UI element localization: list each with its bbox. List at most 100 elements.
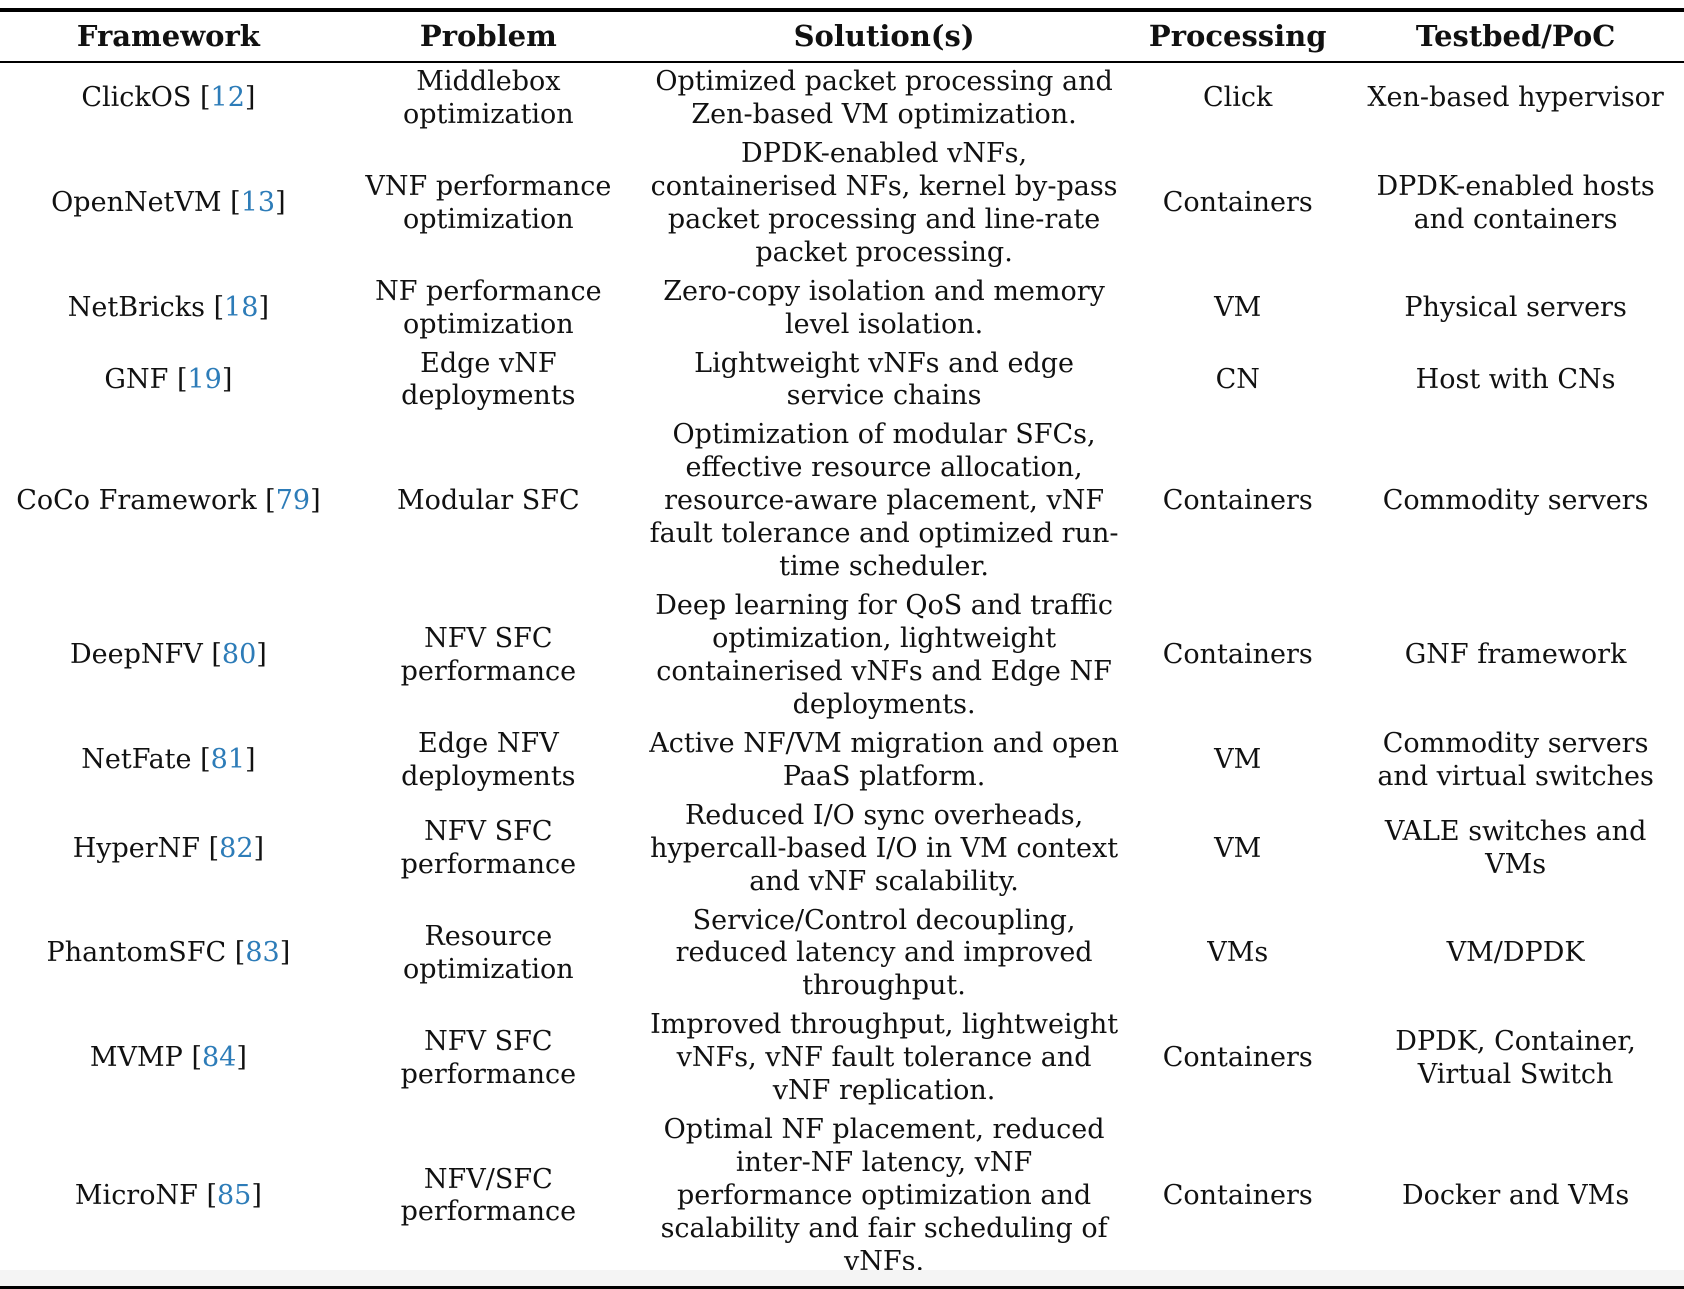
cite-open-bracket: [	[265, 485, 276, 517]
testbed-cell: GNF framework	[1404, 639, 1627, 671]
header-framework: Framework	[0, 10, 337, 63]
citation-link[interactable]: 19	[187, 363, 222, 395]
problem-cell: Middlebox optimization	[402, 66, 574, 130]
processing-cell: Containers	[1162, 485, 1313, 517]
framework-cell: CoCo Framework [79]	[0, 416, 337, 587]
processing-cell: Click	[1203, 82, 1273, 114]
solution-cell: Reduced I/O sync overheads, hypercall-ba…	[650, 799, 1119, 897]
table-row: ClickOS [12] Middlebox optimization Opti…	[0, 62, 1684, 135]
solution-cell: Lightweight vNFs and edge service chains	[694, 347, 1075, 412]
table-row: HyperNF [82] NFV SFC performance Reduced…	[0, 797, 1684, 902]
processing-cell: VM	[1214, 744, 1262, 776]
framework-name: MVMP	[89, 1042, 183, 1074]
table-row: NetFate [81] Edge NFV deployments Active…	[0, 725, 1684, 797]
cite-close-bracket: ]	[245, 744, 256, 776]
problem-cell: Resource optimization	[402, 920, 574, 985]
cite-close-bracket: ]	[310, 485, 321, 517]
problem-cell: Edge vNF deployments	[401, 347, 576, 412]
cite-open-bracket: [	[199, 82, 211, 114]
solution-cell: DPDK-enabled vNFs, containerised NFs, ke…	[650, 137, 1118, 268]
testbed-cell: DPDK-enabled hosts and containers	[1376, 170, 1655, 235]
table-row: DeepNFV [80] NFV SFC performance Deep le…	[0, 587, 1684, 725]
paper-page: Framework Problem Solution(s) Processing…	[0, 8, 1684, 1289]
testbed-cell: Docker and VMs	[1401, 1180, 1630, 1211]
framework-cell: NetBricks [18]	[0, 273, 337, 345]
cite-open-bracket: [	[234, 937, 246, 969]
frameworks-table: Framework Problem Solution(s) Processing…	[0, 8, 1684, 1289]
solution-cell: Optimal NF placement, reduced inter-NF l…	[660, 1114, 1108, 1277]
solution-cell: Service/Control decoupling, reduced late…	[675, 904, 1093, 1002]
table-row: GNF [19] Edge vNF deployments Lightweigh…	[0, 345, 1684, 417]
solution-cell: Deep learning for QoS and traffic optimi…	[655, 590, 1113, 720]
cite-open-bracket: [	[230, 187, 241, 219]
framework-cell: ClickOS [12]	[0, 62, 337, 135]
citation-link[interactable]: 84	[202, 1042, 237, 1074]
testbed-cell: DPDK, Container, Virtual Switch	[1395, 1025, 1636, 1090]
framework-name: MicroNF	[74, 1180, 198, 1211]
table-row: OpenNetVM [13] VNF performance optimizat…	[0, 135, 1684, 273]
framework-name: DeepNFV	[70, 639, 203, 671]
cite-open-bracket: [	[200, 744, 211, 776]
table-row: CoCo Framework [79] Modular SFC Optimiza…	[0, 416, 1684, 587]
cite-close-bracket: ]	[221, 363, 233, 395]
header-processing: Processing	[1128, 10, 1348, 63]
testbed-cell: Commodity servers	[1382, 485, 1649, 517]
framework-name: NetBricks	[67, 292, 205, 324]
header-testbed: Testbed/PoC	[1347, 10, 1684, 63]
framework-cell: MicroNF [85]	[0, 1111, 337, 1285]
problem-cell: NF performance optimization	[375, 275, 602, 340]
header-problem: Problem	[336, 10, 640, 63]
solution-cell: Zero-copy isolation and memory level iso…	[663, 275, 1105, 340]
cite-close-bracket: ]	[279, 937, 291, 969]
header-solutions: Solution(s)	[639, 10, 1129, 63]
citation-link[interactable]: 12	[210, 82, 245, 114]
testbed-cell: Commodity servers and virtual switches	[1377, 727, 1654, 792]
processing-cell: VM	[1214, 832, 1262, 864]
processing-cell: Containers	[1162, 1042, 1313, 1074]
testbed-cell: Host with CNs	[1415, 363, 1616, 395]
citation-link[interactable]: 83	[245, 937, 280, 969]
framework-cell: NetFate [81]	[0, 725, 337, 797]
framework-name: NetFate	[81, 744, 192, 776]
framework-name: GNF	[104, 363, 169, 395]
framework-name: CoCo Framework	[16, 485, 257, 517]
table-row: MVMP [84] NFV SFC performance Improved t…	[0, 1006, 1684, 1111]
cite-close-bracket: ]	[256, 639, 267, 671]
solution-cell: Active NF/VM migration and open PaaS pla…	[649, 727, 1119, 792]
framework-cell: MVMP [84]	[0, 1006, 337, 1111]
citation-link[interactable]: 82	[219, 832, 254, 864]
problem-cell: NFV/SFC performance	[400, 1163, 577, 1228]
citation-link[interactable]: 13	[240, 187, 276, 219]
framework-cell: HyperNF [82]	[0, 797, 337, 902]
framework-cell: DeepNFV [80]	[0, 587, 337, 725]
testbed-cell: Xen-based hypervisor	[1367, 82, 1664, 114]
citation-link[interactable]: 18	[224, 292, 259, 324]
cite-open-bracket: [	[191, 1042, 202, 1074]
table-row: NetBricks [18] NF performance optimizati…	[0, 273, 1684, 345]
problem-cell: VNF performance optimization	[365, 170, 612, 235]
processing-cell: VMs	[1207, 937, 1269, 969]
framework-name: PhantomSFC	[46, 937, 227, 969]
citation-link[interactable]: 85	[216, 1180, 252, 1211]
cite-close-bracket: ]	[251, 1180, 262, 1211]
problem-cell: NFV SFC performance	[400, 1025, 577, 1090]
citation-link[interactable]: 80	[221, 639, 257, 671]
solution-cell: Improved throughput, lightweight vNFs, v…	[650, 1009, 1119, 1107]
cite-open-bracket: [	[211, 639, 222, 671]
problem-cell: Modular SFC	[397, 485, 580, 517]
testbed-cell: VALE switches and VMs	[1384, 816, 1647, 881]
cite-close-bracket: ]	[275, 187, 286, 219]
table-row: MicroNF [85] NFV/SFC performance Optimal…	[0, 1111, 1684, 1285]
citation-link[interactable]: 79	[275, 485, 311, 517]
framework-name: HyperNF	[72, 832, 201, 864]
citation-link[interactable]: 81	[210, 744, 246, 776]
problem-cell: Edge NFV deployments	[401, 727, 576, 792]
testbed-cell: VM/DPDK	[1446, 937, 1585, 969]
cite-open-bracket: [	[208, 832, 220, 864]
page-bottom-edge	[0, 1270, 1684, 1286]
cite-open-bracket: [	[176, 363, 188, 395]
cite-open-bracket: [	[213, 292, 225, 324]
processing-cell: Containers	[1162, 639, 1313, 671]
processing-cell: CN	[1215, 363, 1260, 395]
cite-close-bracket: ]	[258, 292, 270, 324]
